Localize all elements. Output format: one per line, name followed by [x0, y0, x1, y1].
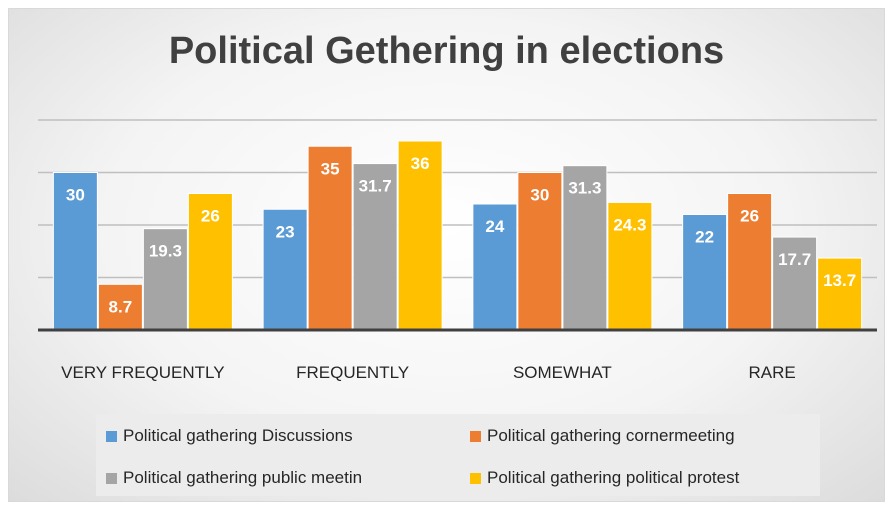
bar — [307, 145, 353, 331]
legend-item-political-protest: Political gathering political protest — [470, 468, 739, 488]
bar — [262, 208, 308, 331]
legend-label-discussions: Political gathering Discussions — [123, 426, 353, 445]
data-label: 31.7 — [359, 177, 392, 196]
bar — [142, 228, 188, 331]
bar — [607, 201, 653, 331]
data-label: 30 — [66, 186, 85, 205]
data-label: 17.7 — [778, 250, 811, 269]
data-label: 24 — [485, 217, 504, 236]
data-label: 22 — [695, 228, 714, 247]
plot-area: 30 8.7 19.3 26 VERY FREQUENTLY 23 35 31.7 36 FREQ… — [38, 119, 877, 382]
bar — [727, 193, 773, 331]
legend-swatch-cornermeeting — [470, 430, 481, 442]
legend-swatch-public-meetin — [106, 472, 117, 484]
bar — [472, 203, 518, 331]
legend-label-public-meetin: Political gathering public meetin — [123, 468, 363, 487]
category-label: FREQUENTLY — [296, 363, 409, 382]
chart-title: Political Gethering in elections — [168, 30, 725, 72]
bar — [562, 165, 608, 331]
data-label: 13.7 — [823, 271, 856, 290]
legend-swatch-political-protest — [470, 472, 481, 484]
bar — [682, 214, 728, 331]
data-label: 30 — [530, 186, 549, 205]
legend-item-cornermeeting: Political gathering cornermeeting — [470, 426, 735, 446]
legend-label-political-protest: Political gathering political protest — [487, 468, 740, 487]
data-label: 36 — [411, 154, 430, 173]
legend-label-cornermeeting: Political gathering cornermeeting — [487, 426, 735, 445]
data-label: 24.3 — [613, 215, 646, 234]
data-label: 8.7 — [109, 297, 133, 316]
legend-swatch-discussions — [106, 430, 117, 442]
bar — [97, 283, 143, 331]
legend: Political gathering Discussions Politica… — [96, 414, 820, 496]
bar — [517, 172, 563, 331]
category-label: VERY FREQUENTLY — [61, 363, 224, 382]
category-label: SOMEWHAT — [513, 363, 612, 382]
bar — [52, 172, 98, 331]
bar — [187, 193, 233, 331]
bar — [352, 163, 398, 331]
data-label: 31.3 — [568, 179, 601, 198]
category-label: RARE — [749, 363, 796, 382]
data-label: 35 — [321, 159, 340, 178]
legend-item-discussions: Political gathering Discussions — [106, 426, 353, 446]
data-label: 26 — [201, 207, 220, 226]
data-label: 23 — [276, 222, 295, 241]
bar — [772, 236, 818, 331]
bar — [817, 257, 863, 331]
legend-item-public-meetin: Political gathering public meetin — [106, 468, 362, 488]
data-label: 26 — [740, 207, 759, 226]
data-label: 19.3 — [149, 242, 182, 261]
